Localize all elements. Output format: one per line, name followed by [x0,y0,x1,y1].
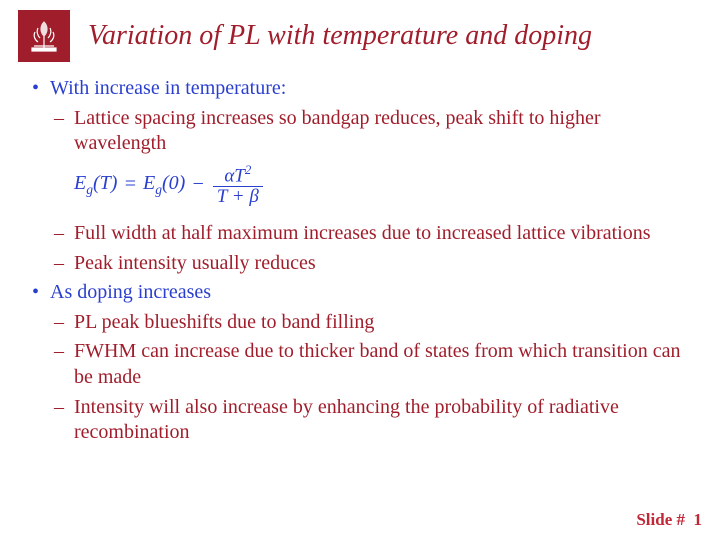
list-item: Full width at half maximum increases due… [50,221,692,247]
bandgap-formula: Eg(T) = Eg(0) − αT2 T + β [74,157,692,217]
section-heading: With increase in temperature: [50,77,286,99]
list-item: Intensity will also increase by enhancin… [50,395,692,446]
list-item: FWHM can increase due to thicker band of… [50,339,692,390]
bullet-section-doping: As doping increases PL peak blueshifts d… [28,280,692,446]
fraction: αT2 T + β [213,163,263,207]
university-logo-icon [18,10,70,62]
section-heading: As doping increases [50,281,211,303]
list-item: PL peak blueshifts due to band filling [50,310,692,336]
list-item: Peak intensity usually reduces [50,251,692,277]
slide-title: Variation of PL with temperature and dop… [88,21,592,52]
list-item: Lattice spacing increases so bandgap red… [50,106,692,217]
slide-body: With increase in temperature: Lattice sp… [0,68,720,446]
slide-header: Variation of PL with temperature and dop… [0,0,720,68]
slide-number: Slide # 1 [636,510,702,530]
bullet-section-temperature: With increase in temperature: Lattice sp… [28,76,692,276]
